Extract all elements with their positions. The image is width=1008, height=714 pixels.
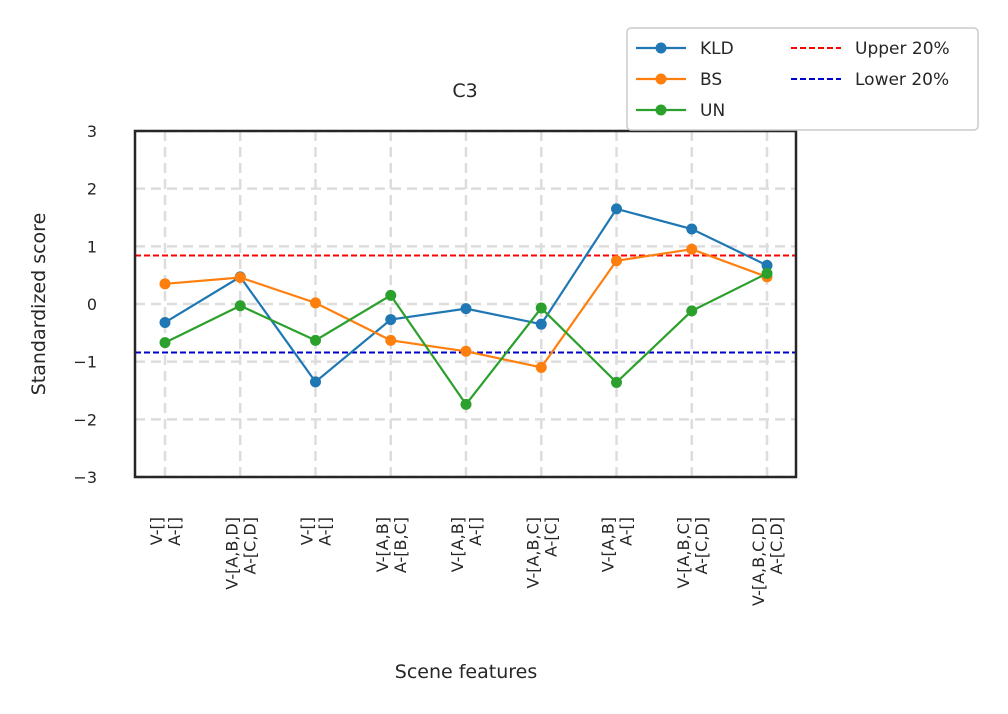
point-kld-7: [686, 223, 698, 235]
point-bs-0: [159, 278, 171, 290]
y-tick-label: 0: [87, 295, 97, 314]
legend-item-lower-20-: Lower 20%: [791, 70, 949, 90]
series-layer: [159, 203, 773, 410]
x-tick-label-6: V-[A,B] A-[]: [599, 517, 636, 572]
x-tick-label-1: V-[A,B,D] A-[C,D]: [222, 517, 259, 590]
point-bs-1: [234, 271, 246, 283]
x-tick-label-line: A-[]: [466, 517, 485, 546]
x-tick-label-line: V-[]: [147, 517, 166, 545]
y-tick-label: 1: [87, 237, 97, 256]
point-un-1: [234, 300, 246, 312]
legend-item-upper-20-: Upper 20%: [791, 39, 950, 59]
legend-item-un: UN: [636, 101, 725, 121]
point-kld-4: [460, 303, 472, 315]
y-tick-label: 3: [87, 122, 97, 141]
x-tick-labels: V-[] A-[] V-[A,B,D] A-[C,D] V-[] A-[] V-[A,B] A…: [147, 517, 786, 606]
point-bs-2: [310, 297, 321, 309]
x-tick-label-line: A-[]: [165, 517, 184, 546]
x-tick-label-line: A-[]: [316, 517, 335, 546]
y-axis-title: Standardized score: [28, 213, 50, 396]
x-axis-title: Scene features: [395, 661, 537, 683]
point-bs-3: [385, 334, 397, 346]
x-tick-label-2: V-[] A-[]: [298, 517, 335, 546]
y-tick-label: 2: [87, 180, 97, 199]
point-un-2: [310, 334, 321, 346]
x-tick-label-line: V-[A,B,C]: [674, 517, 693, 589]
x-tick-label-5: V-[A,B,C] A-[C]: [523, 517, 560, 589]
x-tick-label-line: V-[]: [298, 517, 317, 545]
point-kld-0: [159, 316, 171, 328]
point-un-3: [385, 289, 397, 301]
x-tick-label-4: V-[A,B] A-[]: [448, 517, 485, 572]
point-kld-5: [535, 318, 547, 330]
y-tick-label: −1: [73, 353, 97, 372]
point-bs-7: [686, 243, 698, 255]
x-tick-label-line: V-[A,B,C]: [523, 517, 542, 589]
point-kld-2: [310, 376, 321, 388]
legend-marker-bs: [655, 73, 667, 85]
point-kld-6: [611, 203, 622, 215]
x-tick-label-line: V-[A,B,D]: [222, 517, 241, 590]
point-un-7: [686, 305, 698, 317]
x-tick-label-line: A-[C,D]: [767, 517, 786, 574]
point-bs-4: [460, 345, 472, 357]
x-tick-label-3: V-[A,B] A-[B,C]: [373, 517, 410, 573]
x-tick-label-line: A-[C,D]: [692, 517, 711, 574]
x-tick-label-0: V-[] A-[]: [147, 517, 184, 546]
x-tick-label-line: V-[A,B,C,D]: [749, 517, 768, 606]
legend-marker-kld: [655, 42, 667, 54]
y-tick-label: −2: [73, 410, 97, 429]
legend-item-kld: KLD: [636, 39, 734, 59]
x-tick-label-line: V-[A,B]: [373, 517, 392, 572]
x-tick-label-line: A-[B,C]: [391, 517, 410, 573]
reference-lines: [135, 254, 796, 354]
point-bs-6: [611, 255, 622, 267]
point-un-4: [460, 398, 472, 410]
legend-label-bs: BS: [700, 70, 722, 90]
legend-label-lower-20-: Lower 20%: [855, 70, 949, 90]
x-tick-label-7: V-[A,B,C] A-[C,D]: [674, 517, 711, 589]
y-tick-labels: −3 −2 −1 0 1 2 3: [73, 122, 97, 487]
x-tick-label-line: V-[A,B]: [448, 517, 467, 572]
point-bs-5: [535, 361, 547, 373]
legend: KLD BS UN Upper 20% Lower 20%: [626, 27, 979, 131]
plot-frame: [133, 129, 798, 479]
legend-label-kld: KLD: [700, 39, 734, 59]
legend-item-bs: BS: [636, 70, 722, 90]
point-un-8: [761, 267, 773, 279]
y-tick-label: −3: [73, 468, 97, 487]
series-un: [159, 267, 773, 410]
legend-label-un: UN: [700, 101, 725, 121]
point-un-0: [159, 337, 171, 349]
legend-label-upper-20-: Upper 20%: [855, 39, 950, 59]
x-tick-label-line: A-[C,D]: [240, 517, 259, 574]
x-tick-label-line: A-[]: [617, 517, 636, 546]
legend-marker-un: [655, 104, 667, 116]
x-tick-label-line: V-[A,B]: [599, 517, 618, 572]
chart-title: C3: [452, 80, 477, 102]
point-un-6: [611, 376, 622, 388]
point-un-5: [535, 302, 547, 314]
point-kld-3: [385, 314, 397, 326]
x-tick-label-line: A-[C]: [541, 517, 560, 557]
point-kld-8: [761, 259, 773, 271]
x-tick-label-8: V-[A,B,C,D] A-[C,D]: [749, 517, 786, 606]
